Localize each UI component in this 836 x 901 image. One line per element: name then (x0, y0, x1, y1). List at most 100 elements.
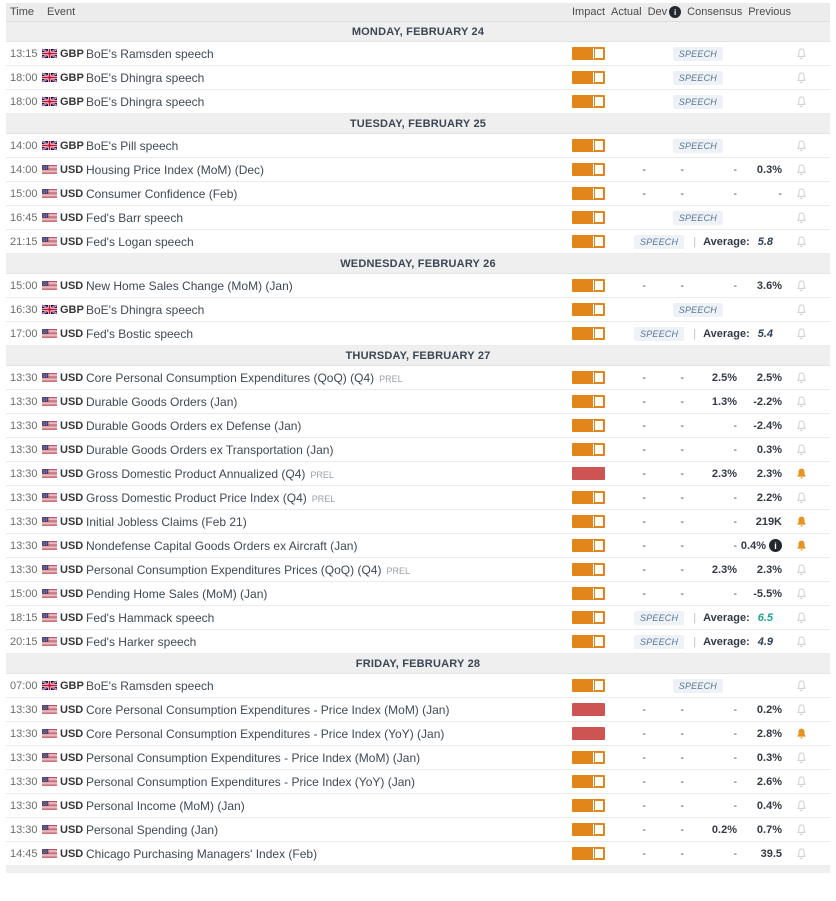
event-name[interactable]: Durable Goods Orders ex Defense (Jan) (86, 419, 572, 433)
event-name[interactable]: Core Personal Consumption Expenditures -… (86, 703, 572, 717)
event-name[interactable]: Durable Goods Orders (Jan) (86, 395, 572, 409)
alert-bell-icon[interactable] (782, 679, 830, 693)
event-name[interactable]: BoE's Ramsden speech (86, 47, 572, 61)
alert-bell-icon[interactable] (782, 823, 830, 837)
event-row[interactable]: 21:15 USD Fed's Logan speech SPEECH | Aver… (6, 230, 830, 254)
event-row[interactable]: 13:30 USD Gross Domestic Product Price I… (6, 486, 830, 510)
event-row[interactable]: 07:00 GBP BoE's Ramsden speech SPEECH (6, 674, 830, 698)
event-name[interactable]: Chicago Purchasing Managers' Index (Feb) (86, 847, 572, 861)
alert-bell-icon[interactable] (782, 491, 830, 505)
alert-bell-icon[interactable] (782, 587, 830, 601)
event-row[interactable]: 13:30 USD Durable Goods Orders ex Transp… (6, 438, 830, 462)
event-row[interactable]: 13:30 USD Personal Income (MoM) (Jan) --… (6, 794, 830, 818)
event-name[interactable]: Fed's Logan speech (86, 235, 572, 249)
event-name[interactable]: Fed's Bostic speech (86, 327, 572, 341)
event-row[interactable]: 17:00 USD Fed's Bostic speech SPEECH | Ave… (6, 322, 830, 346)
event-row[interactable]: 13:30 USD Core Personal Consumption Expe… (6, 366, 830, 390)
alert-bell-icon[interactable] (782, 419, 830, 433)
alert-bell-icon[interactable] (782, 443, 830, 457)
event-name[interactable]: Durable Goods Orders ex Transportation (… (86, 443, 572, 457)
event-row[interactable]: 13:30 USD Personal Consumption Expenditu… (6, 558, 830, 582)
event-name[interactable]: Housing Price Index (MoM) (Dec) (86, 163, 572, 177)
event-name[interactable]: Core Personal Consumption Expenditures -… (86, 727, 572, 741)
alert-bell-icon[interactable] (782, 139, 830, 153)
alert-bell-icon[interactable] (782, 303, 830, 317)
event-row[interactable]: 18:00 GBP BoE's Dhingra speech SPEECH (6, 90, 830, 114)
event-row[interactable]: 13:30 USD Core Personal Consumption Expe… (6, 698, 830, 722)
event-name[interactable]: Fed's Barr speech (86, 211, 572, 225)
event-row[interactable]: 20:15 USD Fed's Harker speech SPEECH | Ave… (6, 630, 830, 654)
event-name[interactable]: BoE's Dhingra speech (86, 303, 572, 317)
event-name[interactable]: Gross Domestic Product Price Index (Q4) … (86, 491, 572, 505)
dev-info-icon[interactable]: i (669, 6, 682, 18)
event-row[interactable]: 18:15 USD Fed's Hammack speech SPEECH | Av… (6, 606, 830, 630)
event-name[interactable]: Nondefense Capital Goods Orders ex Aircr… (86, 539, 572, 553)
event-row[interactable]: 18:00 GBP BoE's Dhingra speech SPEECH (6, 66, 830, 90)
event-name[interactable]: Personal Spending (Jan) (86, 823, 572, 837)
event-name[interactable]: New Home Sales Change (MoM) (Jan) (86, 279, 572, 293)
alert-bell-icon[interactable] (782, 163, 830, 177)
alert-bell-icon[interactable] (782, 395, 830, 409)
impact-bar (572, 47, 605, 60)
average-label: Average: (703, 611, 750, 624)
alert-bell-icon[interactable] (782, 371, 830, 385)
alert-bell-icon[interactable] (782, 703, 830, 717)
event-name[interactable]: Fed's Harker speech (86, 635, 572, 649)
info-icon[interactable]: i (769, 539, 782, 552)
event-name[interactable]: BoE's Dhingra speech (86, 95, 572, 109)
alert-bell-icon[interactable] (782, 751, 830, 765)
event-row[interactable]: 13:30 USD Core Personal Consumption Expe… (6, 722, 830, 746)
event-name[interactable]: Personal Consumption Expenditures - Pric… (86, 775, 572, 789)
alert-bell-icon[interactable] (782, 187, 830, 201)
event-name[interactable]: Personal Income (MoM) (Jan) (86, 799, 572, 813)
event-row[interactable]: 14:45 USD Chicago Purchasing Managers' I… (6, 842, 830, 866)
event-row[interactable]: 16:45 USD Fed's Barr speech SPEECH (6, 206, 830, 230)
alert-bell-icon[interactable] (782, 211, 830, 225)
alert-bell-icon[interactable] (782, 235, 830, 249)
event-row[interactable]: 14:00 USD Housing Price Index (MoM) (Dec… (6, 158, 830, 182)
event-row[interactable]: 13:15 GBP BoE's Ramsden speech SPEECH (6, 42, 830, 66)
event-name[interactable]: Pending Home Sales (MoM) (Jan) (86, 587, 572, 601)
event-name[interactable]: Personal Consumption Expenditures Prices… (86, 563, 572, 577)
event-row[interactable]: 13:30 USD Personal Spending (Jan) - - 0.2%… (6, 818, 830, 842)
event-row[interactable]: 13:30 USD Nondefense Capital Goods Order… (6, 534, 830, 558)
event-name[interactable]: BoE's Ramsden speech (86, 679, 572, 693)
event-row[interactable]: 13:30 USD Personal Consumption Expenditu… (6, 746, 830, 770)
event-row[interactable]: 15:00 USD Pending Home Sales (MoM) (Jan)… (6, 582, 830, 606)
alert-bell-icon[interactable] (782, 799, 830, 813)
alert-bell-active-icon[interactable] (782, 467, 830, 481)
event-row[interactable]: 15:00 USD New Home Sales Change (MoM) (J… (6, 274, 830, 298)
currency-code: USD (60, 587, 84, 600)
alert-bell-icon[interactable] (782, 611, 830, 625)
alert-bell-icon[interactable] (782, 95, 830, 109)
alert-bell-icon[interactable] (782, 279, 830, 293)
alert-bell-icon[interactable] (782, 327, 830, 341)
event-name[interactable]: Core Personal Consumption Expenditures (… (86, 371, 572, 385)
alert-bell-active-icon[interactable] (782, 727, 830, 741)
alert-bell-active-icon[interactable] (782, 515, 830, 529)
event-row[interactable]: 13:30 USD Initial Jobless Claims (Feb 21… (6, 510, 830, 534)
alert-bell-active-icon[interactable] (782, 539, 830, 553)
event-row[interactable]: 13:30 USD Durable Goods Orders (Jan) - - 1… (6, 390, 830, 414)
event-row[interactable]: 16:30 GBP BoE's Dhingra speech SPEECH (6, 298, 830, 322)
deviation-value: - (646, 776, 684, 788)
event-row[interactable]: 14:00 GBP BoE's Pill speech SPEECH (6, 134, 830, 158)
event-name[interactable]: Fed's Hammack speech (86, 611, 572, 625)
alert-bell-icon[interactable] (782, 847, 830, 861)
alert-bell-icon[interactable] (782, 563, 830, 577)
event-name[interactable]: Personal Consumption Expenditures - Pric… (86, 751, 572, 765)
alert-bell-icon[interactable] (782, 47, 830, 61)
event-row[interactable]: 13:30 USD Personal Consumption Expenditu… (6, 770, 830, 794)
event-name[interactable]: BoE's Pill speech (86, 139, 572, 153)
event-row[interactable]: 13:30 USD Durable Goods Orders ex Defens… (6, 414, 830, 438)
alert-bell-icon[interactable] (782, 775, 830, 789)
event-name[interactable]: Gross Domestic Product Annualized (Q4) P… (86, 467, 572, 481)
impact-bar (572, 751, 605, 764)
event-name[interactable]: Initial Jobless Claims (Feb 21) (86, 515, 572, 529)
event-name[interactable]: BoE's Dhingra speech (86, 71, 572, 85)
event-row[interactable]: 13:30 USD Gross Domestic Product Annuali… (6, 462, 830, 486)
alert-bell-icon[interactable] (782, 71, 830, 85)
alert-bell-icon[interactable] (782, 635, 830, 649)
event-name[interactable]: Consumer Confidence (Feb) (86, 187, 572, 201)
event-row[interactable]: 15:00 USD Consumer Confidence (Feb) - - - - (6, 182, 830, 206)
